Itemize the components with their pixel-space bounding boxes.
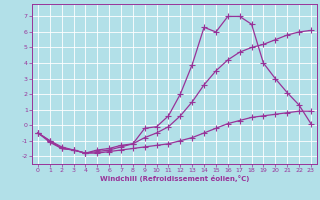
X-axis label: Windchill (Refroidissement éolien,°C): Windchill (Refroidissement éolien,°C) [100,175,249,182]
